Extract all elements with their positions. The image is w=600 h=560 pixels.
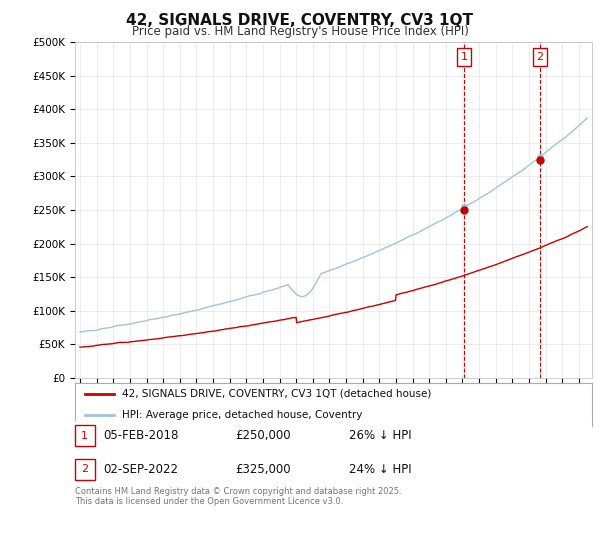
Text: Price paid vs. HM Land Registry's House Price Index (HPI): Price paid vs. HM Land Registry's House … — [131, 25, 469, 38]
Text: 1: 1 — [460, 52, 467, 62]
Text: £250,000: £250,000 — [235, 429, 291, 442]
Text: 26% ↓ HPI: 26% ↓ HPI — [349, 429, 412, 442]
Text: 42, SIGNALS DRIVE, COVENTRY, CV3 1QT: 42, SIGNALS DRIVE, COVENTRY, CV3 1QT — [127, 13, 473, 28]
Text: 02-SEP-2022: 02-SEP-2022 — [103, 463, 178, 476]
Text: HPI: Average price, detached house, Coventry: HPI: Average price, detached house, Cove… — [122, 410, 362, 420]
Text: 2: 2 — [536, 52, 544, 62]
Bar — [75, 459, 95, 480]
Text: 24% ↓ HPI: 24% ↓ HPI — [349, 463, 412, 476]
Bar — [457, 48, 471, 66]
Bar — [533, 48, 547, 66]
Bar — [75, 425, 95, 446]
Text: 42, SIGNALS DRIVE, COVENTRY, CV3 1QT (detached house): 42, SIGNALS DRIVE, COVENTRY, CV3 1QT (de… — [122, 389, 431, 399]
Text: £325,000: £325,000 — [235, 463, 291, 476]
Text: 05-FEB-2018: 05-FEB-2018 — [103, 429, 179, 442]
Text: Contains HM Land Registry data © Crown copyright and database right 2025.
This d: Contains HM Land Registry data © Crown c… — [75, 487, 401, 506]
Text: 1: 1 — [82, 431, 88, 441]
Text: 2: 2 — [81, 464, 88, 474]
